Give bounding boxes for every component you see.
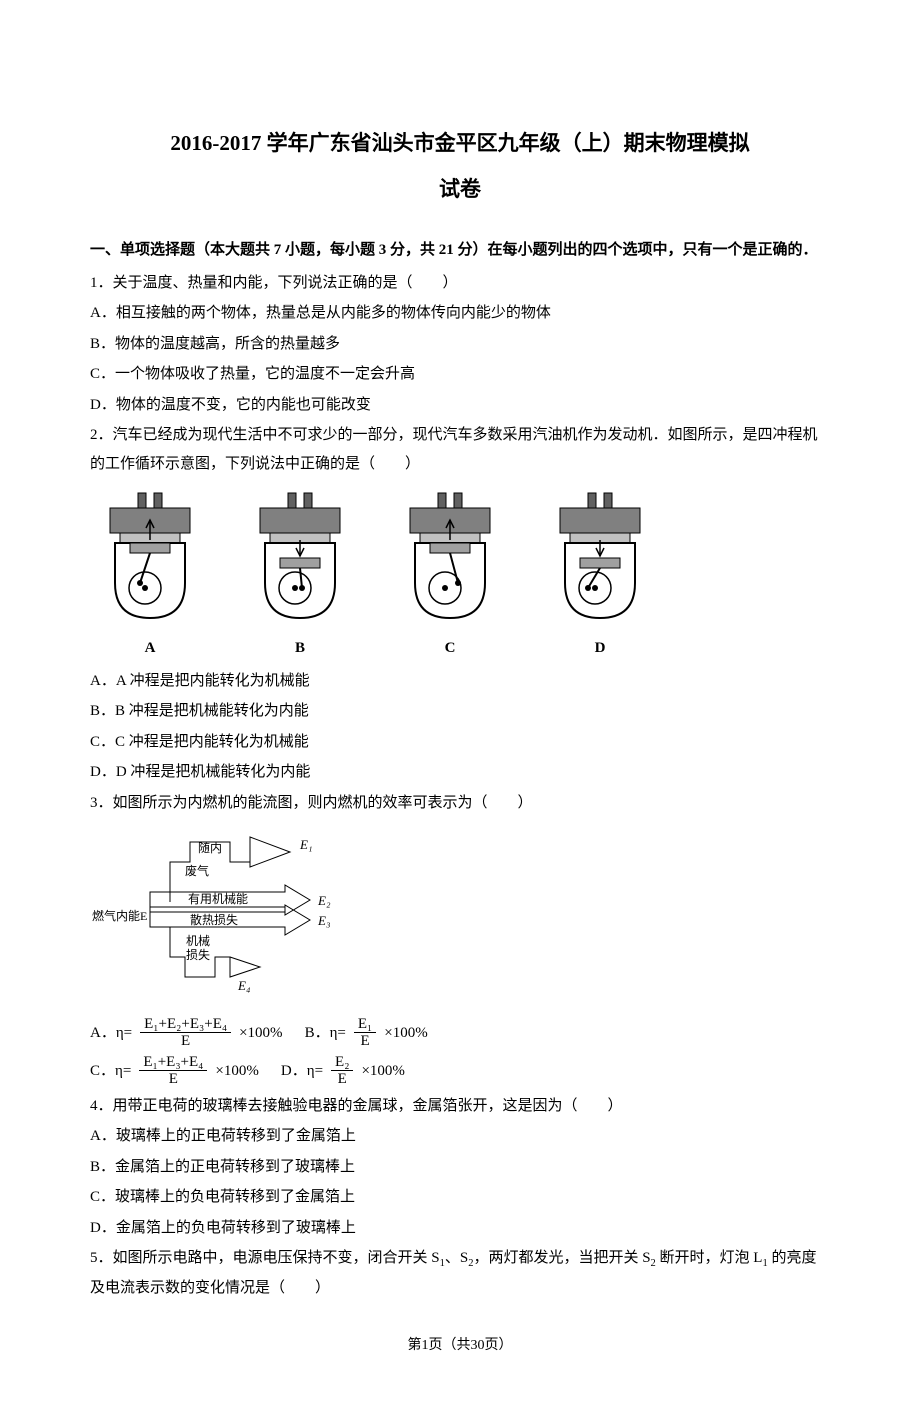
title-line-2: 试卷	[90, 166, 830, 212]
q4-option-d: D．金属箔上的负电荷转移到了玻璃棒上	[90, 1214, 830, 1243]
q3-c-prefix: C．η=	[90, 1057, 131, 1086]
footer-page: 1	[422, 1338, 429, 1353]
q5-p2: 、S	[445, 1250, 468, 1266]
q3-a-frac: E₁+E₂+E₃+E₄ E	[140, 1016, 231, 1050]
section-1-header: 一、单项选择题（本大题共 7 小题，每小题 3 分，共 21 分）在每小题列出的…	[90, 236, 830, 265]
q1-option-d: D．物体的温度不变，它的内能也可能改变	[90, 391, 830, 420]
engine-a-svg	[90, 488, 210, 628]
engine-b: B	[240, 488, 360, 663]
q4-option-b: B．金属箔上的正电荷转移到了玻璃棒上	[90, 1153, 830, 1182]
engine-c-svg	[390, 488, 510, 628]
q3-c-suffix: ×100%	[215, 1057, 258, 1086]
q3-d-num: E₂	[331, 1054, 353, 1072]
engine-c-label: C	[445, 634, 456, 663]
q3-d-prefix: D．η=	[281, 1057, 323, 1086]
page-title: 2016-2017 学年广东省汕头市金平区九年级（上）期末物理模拟 试卷	[90, 120, 830, 212]
engine-d: D	[540, 488, 660, 663]
flow-l5: 机械	[186, 933, 210, 948]
q3-formula-row-2: C．η= E₁+E₃+E₄ E ×100% D．η= E₂ E ×100%	[90, 1054, 830, 1088]
q3-b-prefix: B．η=	[305, 1019, 346, 1048]
q2-option-d: D．D 冲程是把机械能转化为内能	[90, 758, 830, 787]
engine-d-label: D	[595, 634, 606, 663]
flow-l3: 有用机械能	[188, 891, 248, 906]
q3-a-num: E₁+E₂+E₃+E₄	[140, 1016, 231, 1034]
q3-b-den: E	[356, 1033, 373, 1050]
q3-stem: 3．如图所示为内燃机的能流图，则内燃机的效率可表示为（ ）	[90, 789, 830, 818]
flow-l6: 损失	[186, 947, 210, 962]
q5-p3: ，两灯都发光，当把开关 S	[473, 1250, 650, 1266]
flow-e1: E₁	[299, 837, 312, 852]
title-line-1: 2016-2017 学年广东省汕头市金平区九年级（上）期末物理模拟	[90, 120, 830, 166]
q3-a-den: E	[177, 1033, 194, 1050]
q3-c-num: E₁+E₃+E₄	[139, 1054, 207, 1072]
q3-a-prefix: A．η=	[90, 1019, 132, 1048]
engine-b-label: B	[295, 634, 305, 663]
q1-option-c: C．一个物体吸收了热量，它的温度不一定会升高	[90, 360, 830, 389]
q3-b-num: E₁	[354, 1016, 376, 1034]
q2-option-c: C．C 冲程是把内能转化为机械能	[90, 728, 830, 757]
q3-b-frac: E₁ E	[354, 1016, 376, 1050]
q1-stem: 1．关于温度、热量和内能，下列说法正确的是（ ）	[90, 269, 830, 298]
flow-l1: 随内	[198, 840, 222, 855]
footer-suffix: 页）	[485, 1338, 513, 1353]
energy-flow-diagram: E₁ 随内 废气 有用机械能 E₂ 燃气内能E 散热损失 E₃ 机械 损失 E₄	[90, 827, 830, 1008]
q5-p4: 断开时，灯泡 L	[656, 1250, 763, 1266]
page-footer: 第1页（共30页）	[90, 1333, 830, 1360]
q3-formula-row-1: A．η= E₁+E₂+E₃+E₄ E ×100% B．η= E₁ E ×100%	[90, 1016, 830, 1050]
flow-l2: 废气	[185, 863, 209, 878]
q4-option-c: C．玻璃棒上的负电荷转移到了金属箔上	[90, 1183, 830, 1212]
q1-option-b: B．物体的温度越高，所含的热量越多	[90, 330, 830, 359]
q3-d-den: E	[334, 1071, 351, 1088]
q3-d-suffix: ×100%	[361, 1057, 404, 1086]
q4-option-a: A．玻璃棒上的正电荷转移到了金属箔上	[90, 1122, 830, 1151]
q3-a-suffix: ×100%	[239, 1019, 282, 1048]
footer-total: 30	[471, 1338, 485, 1353]
footer-mid: 页（共	[429, 1338, 471, 1353]
q3-b-suffix: ×100%	[384, 1019, 427, 1048]
flow-e3: E₃	[317, 913, 330, 928]
flow-l4: 散热损失	[190, 912, 238, 927]
q1-option-a: A．相互接触的两个物体，热量总是从内能多的物体传向内能少的物体	[90, 299, 830, 328]
q2-stem: 2．汽车已经成为现代生活中不可求少的一部分，现代汽车多数采用汽油机作为发动机．如…	[90, 421, 830, 478]
q4-stem: 4．用带正电荷的玻璃棒去接触验电器的金属球，金属箔张开，这是因为（ ）	[90, 1092, 830, 1121]
flow-e2: E₂	[317, 893, 331, 908]
engine-c: C	[390, 488, 510, 663]
q3-d-frac: E₂ E	[331, 1054, 353, 1088]
engine-b-svg	[240, 488, 360, 628]
engine-d-svg	[540, 488, 660, 628]
q5-p1: 5．如图所示电路中，电源电压保持不变，闭合开关 S	[90, 1250, 440, 1266]
footer-prefix: 第	[408, 1338, 422, 1353]
flow-fuel: 燃气内能E	[92, 908, 147, 923]
q5-stem: 5．如图所示电路中，电源电压保持不变，闭合开关 S1、S2，两灯都发光，当把开关…	[90, 1244, 830, 1302]
flow-e4: E₄	[237, 978, 251, 993]
engine-figures: A B	[90, 488, 830, 663]
engine-a: A	[90, 488, 210, 663]
q3-c-frac: E₁+E₃+E₄ E	[139, 1054, 207, 1088]
q3-c-den: E	[165, 1071, 182, 1088]
engine-a-label: A	[145, 634, 156, 663]
q2-option-b: B．B 冲程是把机械能转化为内能	[90, 697, 830, 726]
q2-option-a: A．A 冲程是把内能转化为机械能	[90, 667, 830, 696]
